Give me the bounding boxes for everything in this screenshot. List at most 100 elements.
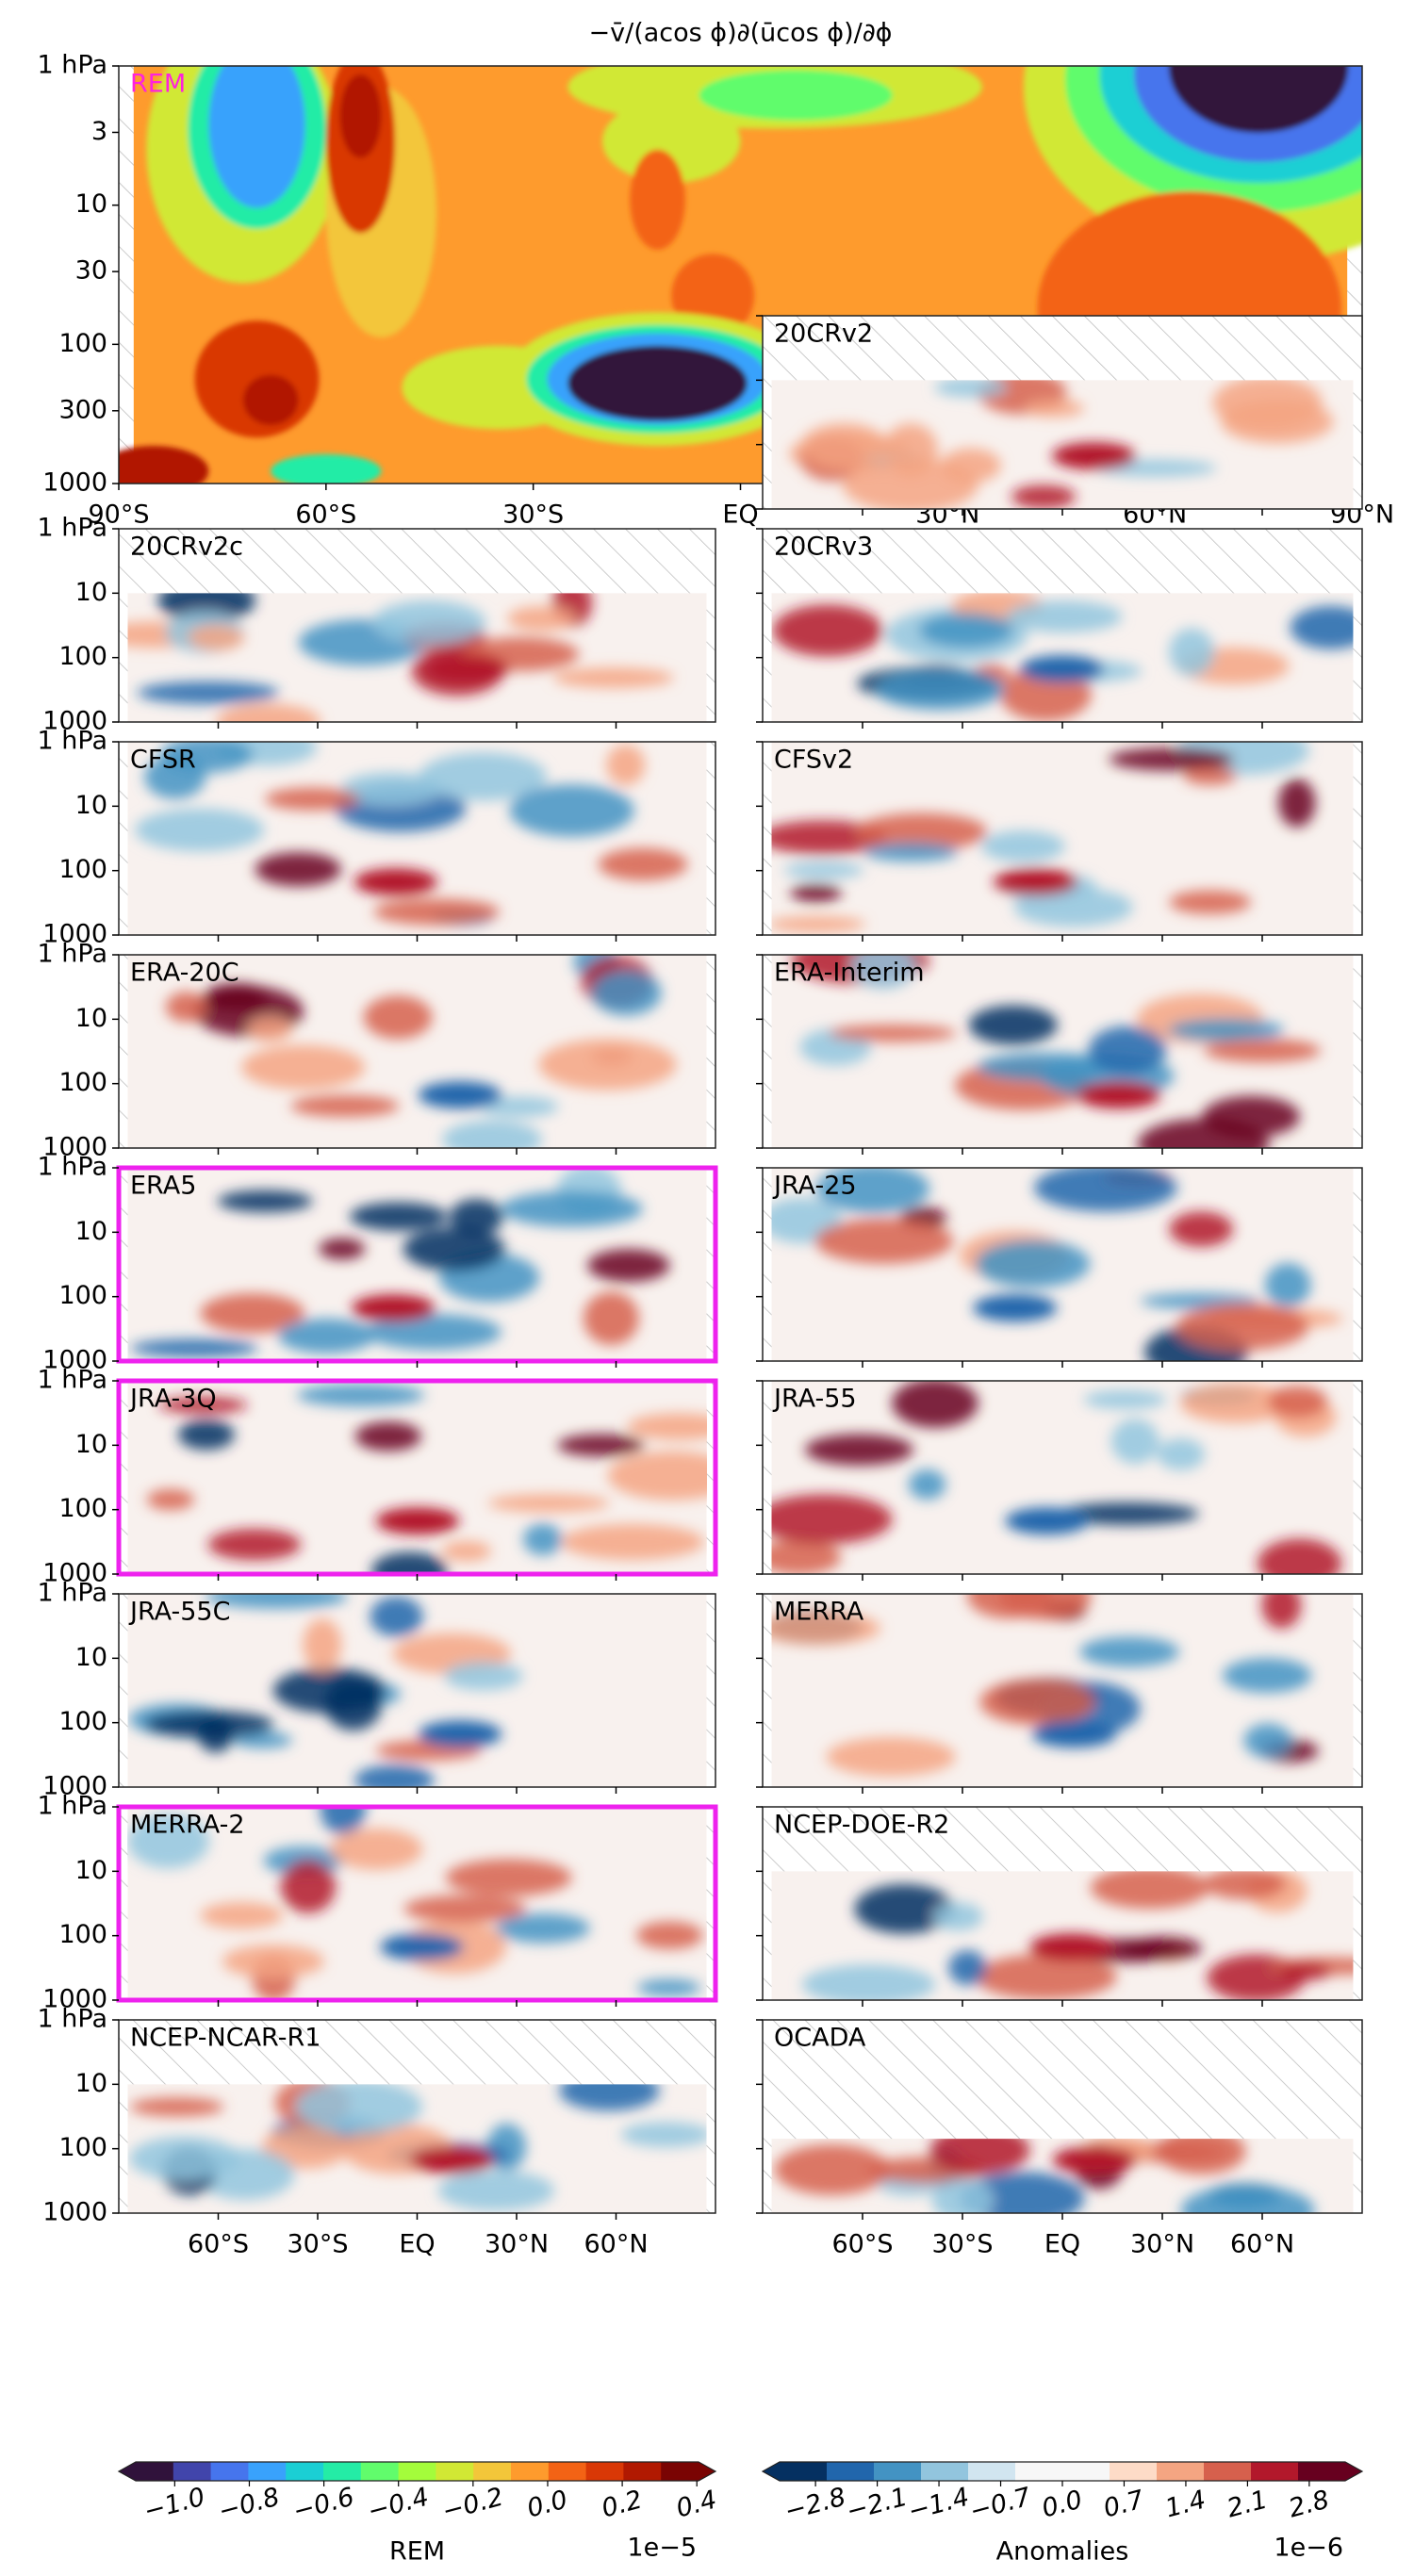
y-tick-label: 1000 <box>42 1133 107 1162</box>
contour-blob <box>255 852 342 887</box>
contour-blob <box>790 883 842 902</box>
contour-blob <box>771 915 865 933</box>
contour-blob <box>1033 1168 1177 1212</box>
y-tick-label: 10 <box>75 1217 107 1246</box>
x-tick-label: EQ <box>399 2230 435 2259</box>
contour-blob <box>160 742 254 773</box>
y-tick-label: 300 <box>58 395 107 424</box>
contour-blob <box>771 1611 880 1646</box>
color-swatch <box>1157 2462 1205 2481</box>
contour-blob <box>892 1381 978 1428</box>
blobs <box>146 1384 707 1574</box>
blobs <box>130 1168 670 1357</box>
contour-blob <box>772 604 883 657</box>
contour-blob <box>842 458 978 509</box>
y-tick-label: 1000 <box>42 468 107 498</box>
panel-label: 20CRv2c <box>130 533 243 562</box>
colorbar: −1.0 −0.8 −0.6 −0.4 −0.2 0.0 0.2 0.4 REM 1e−5 <box>117 2461 720 2567</box>
color-swatch <box>968 2462 1016 2481</box>
contour-blob <box>1031 1720 1116 1748</box>
contour-blob <box>449 1198 503 1236</box>
contour-blob <box>1222 1658 1312 1694</box>
contour-blob <box>929 2139 1030 2175</box>
color-swatch <box>1110 2462 1158 2481</box>
panel: 1 hPa 10 100 1000 MERRA-2 <box>38 1792 718 2014</box>
panel-label: MERRA <box>774 1598 864 1627</box>
x-tick-label: 30°S <box>502 500 564 530</box>
y-tick-label: 1 hPa <box>38 514 108 543</box>
x-tick-label: EQ <box>722 500 758 530</box>
y-tick-label: 100 <box>58 1494 107 1523</box>
y-tick-label: 1 hPa <box>38 1792 108 1821</box>
contour-blob <box>1011 484 1077 509</box>
cbar-tick-label: −0.8 <box>216 2483 283 2527</box>
contour-blob <box>932 1902 983 1931</box>
contour-blob <box>217 1190 313 1213</box>
panel-label: JRA-55C <box>128 1598 230 1627</box>
contour-blob <box>319 1238 366 1260</box>
contour-blob <box>135 808 265 852</box>
contour-blob <box>208 66 305 208</box>
y-tick-label: 10 <box>75 1004 107 1033</box>
field <box>763 2020 1362 2213</box>
x-tick-label: 30°S <box>932 2230 994 2259</box>
contour-blob <box>290 1094 400 1118</box>
contour-blob <box>523 1523 563 1556</box>
panel: JRA-25 <box>756 1167 1363 1368</box>
contour-blob <box>280 1860 337 1913</box>
contour-blob <box>800 423 888 471</box>
contour-blob <box>1090 1871 1209 1910</box>
contour-blob <box>561 1523 705 1560</box>
panel: 1 hPa 10 100 1000 JRA-55C <box>38 1579 716 1801</box>
contour-blob <box>197 1716 234 1753</box>
contour-blob <box>205 1594 349 1609</box>
contour-blob <box>271 453 382 484</box>
cbar-tick-label: −1.0 <box>140 2483 207 2527</box>
contour-blob <box>1279 1962 1331 1981</box>
blobs <box>771 742 1316 933</box>
color-swatch <box>210 2462 249 2481</box>
contour-blob <box>607 1451 707 1501</box>
y-tick-label: 1 hPa <box>38 2005 108 2034</box>
field <box>763 1807 1362 2000</box>
contour-blob <box>240 1044 366 1090</box>
color-swatch <box>1062 2462 1110 2481</box>
contour-blob <box>216 703 321 722</box>
contour-blob <box>1268 1385 1328 1419</box>
contour-blob <box>1169 1211 1234 1247</box>
panel: 1 hPa 10 100 1000 ERA-20C <box>38 940 716 1162</box>
cbar-exponent: 1e−6 <box>1274 2534 1343 2563</box>
contour-blob <box>445 1859 572 1896</box>
cbar-label: Anomalies <box>996 2537 1129 2567</box>
contour-blob <box>783 861 864 878</box>
panel: 1 hPa 10 100 1000 ERA5 <box>38 1153 718 1375</box>
contour-blob <box>1243 1723 1292 1758</box>
field <box>119 1168 715 1361</box>
contour-blob <box>495 1913 590 1944</box>
x-tick-label: 60°N <box>584 2230 648 2259</box>
contour-blob <box>303 1618 342 1672</box>
y-tick-label: 10 <box>75 578 107 607</box>
color-swatch <box>1015 2462 1063 2481</box>
panel-label: OCADA <box>774 2024 866 2053</box>
contour-blob <box>1176 1303 1309 1351</box>
blobs <box>165 955 677 1148</box>
color-swatch <box>780 2462 828 2481</box>
panel: NCEP-DOE-R2 <box>756 1806 1363 2007</box>
y-tick-label: 1000 <box>42 1346 107 1375</box>
color-swatch <box>827 2462 875 2481</box>
y-tick-label: 3 <box>91 117 107 146</box>
contour-blob <box>974 1954 1117 2000</box>
contour-blob <box>1019 655 1104 683</box>
y-tick-label: 1000 <box>42 707 107 736</box>
contour-blob <box>1169 890 1252 914</box>
contour-blob <box>919 613 1013 648</box>
contour-blob <box>165 992 207 1023</box>
contour-blob <box>129 2097 224 2117</box>
contour-blob <box>591 970 662 1016</box>
contour-blob <box>375 1507 460 1535</box>
color-swatch <box>1298 2462 1346 2481</box>
y-tick-label: 10 <box>75 791 107 820</box>
color-swatch <box>511 2462 550 2481</box>
contour-blob <box>419 752 548 801</box>
